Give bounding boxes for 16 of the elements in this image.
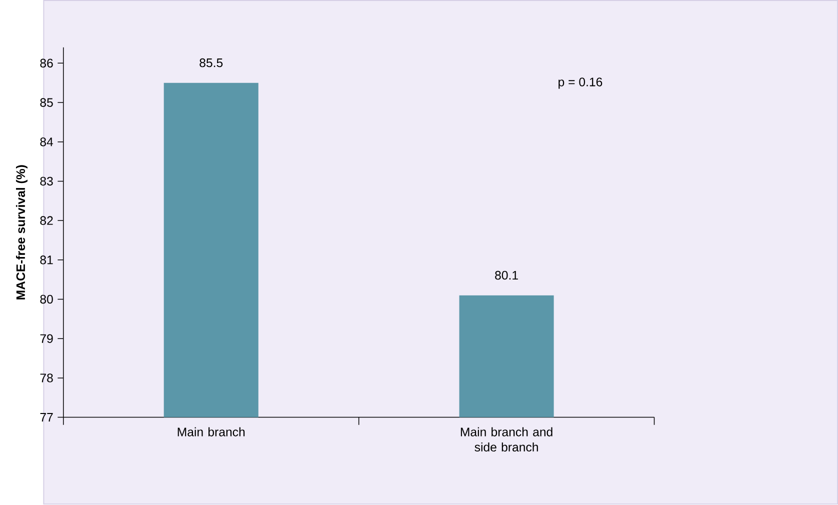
y-tick-label: 85 (40, 98, 53, 108)
y-tick-label: 79 (40, 334, 53, 344)
y-tick-label: 86 (40, 59, 53, 68)
x-tick-label: Main branch and side branch (460, 428, 552, 452)
data-label: 85.5 (200, 58, 223, 68)
annotation: p = 0.16 (558, 78, 602, 90)
y-tick-label: 81 (40, 256, 53, 264)
x-tick-label: Main branch (178, 428, 245, 437)
y-tick-label: 80 (40, 295, 53, 304)
y-tick-label: 83 (40, 177, 53, 186)
y-tick-label: 77 (40, 413, 53, 422)
y-tick-label: 84 (40, 138, 54, 146)
y-tick-label: 82 (40, 216, 53, 226)
y-axis-title: MACE-free survival (%) (16, 165, 28, 300)
y-tick-label: 78 (40, 374, 53, 383)
data-label: 80.1 (495, 271, 518, 280)
